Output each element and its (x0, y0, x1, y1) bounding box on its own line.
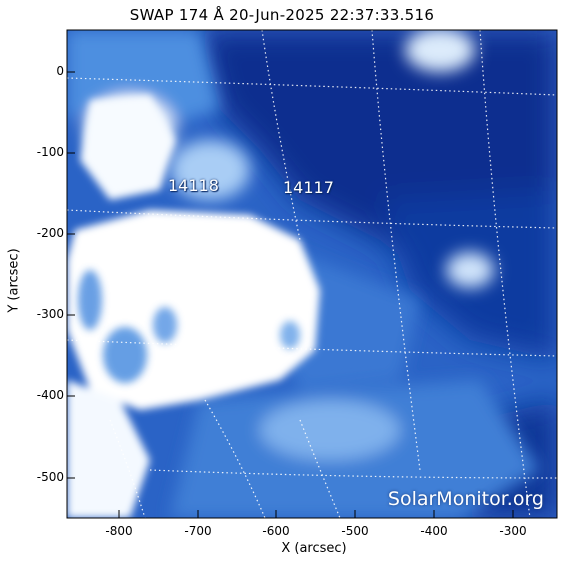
loop-dark-1 (103, 327, 147, 383)
loop-dark-3 (280, 321, 300, 349)
grid-lat-1 (67, 77, 557, 96)
grid-lon-4 (204, 399, 266, 518)
grid-lon-2 (371, 30, 421, 471)
y-tick-label: -100 (36, 145, 64, 159)
grid-lat-3 (67, 339, 557, 357)
x-tick-label: -600 (262, 524, 290, 538)
y-tick-label: -200 (36, 226, 64, 240)
x-tick-label: -800 (105, 524, 133, 538)
y-tick-label: 0 (56, 64, 64, 78)
bright-patch-right (446, 252, 494, 288)
y-tick-label: -300 (36, 307, 64, 321)
light-patch-lower (260, 400, 400, 460)
grid-lon-5 (299, 419, 341, 518)
y-tick-label: -400 (36, 388, 64, 402)
x-axis-label: X (arcsec) (281, 541, 347, 556)
x-tick-label: -400 (420, 524, 448, 538)
y-tick-label: -500 (36, 470, 64, 484)
light-patch-mid (170, 140, 250, 200)
loop-dark-2 (153, 307, 177, 343)
watermark: SolarMonitor.org (387, 488, 544, 510)
loop-dark-4 (78, 270, 102, 330)
x-tick-label: -300 (499, 524, 527, 538)
bright-patch-top (405, 30, 475, 72)
grid-lat-4 (149, 469, 557, 479)
x-tick-label: -700 (184, 524, 212, 538)
grid-lon-1 (261, 30, 301, 241)
plot-frame (66, 29, 558, 519)
active-region-label-14118: 14118 (168, 176, 219, 195)
active-region-label-14117: 14117 (283, 178, 334, 197)
y-axis-label: Y (arcsec) (6, 248, 22, 313)
figure-title: SWAP 174 Å 20-Jun-2025 22:37:33.516 (129, 6, 435, 24)
x-tick-label: -500 (341, 524, 369, 538)
grid-lat-2 (67, 209, 557, 229)
active-region-extension (67, 380, 150, 518)
active-region-arm (80, 95, 175, 200)
